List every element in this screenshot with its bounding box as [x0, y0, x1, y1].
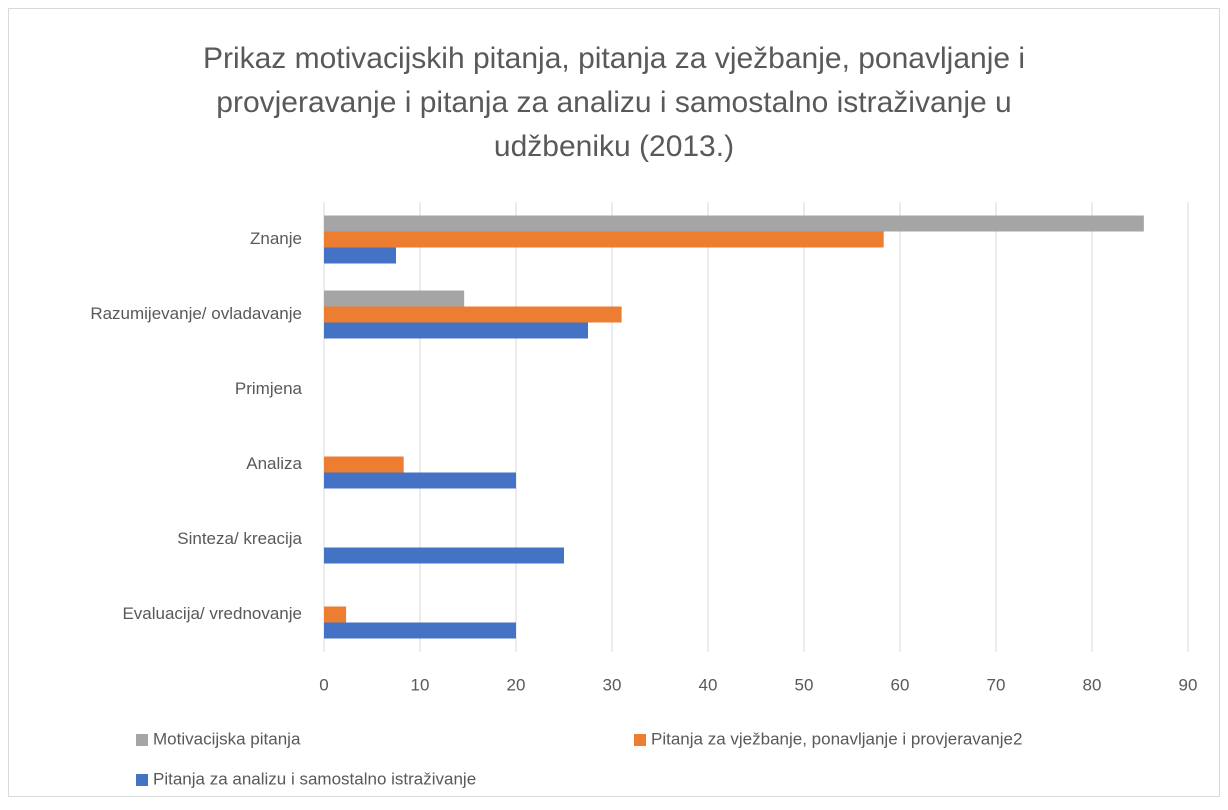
x-tick-label: 60	[891, 675, 910, 694]
x-tick-label: 20	[507, 675, 526, 694]
bar	[324, 456, 404, 473]
chart-title: udžbeniku (2013.)	[494, 130, 734, 163]
y-tick-label: Primjena	[235, 379, 303, 398]
bar	[324, 622, 516, 639]
bar	[324, 472, 516, 489]
legend-swatch	[136, 734, 148, 746]
legend-label: Pitanja za vježbanje, ponavljanje i prov…	[651, 729, 1022, 748]
bar	[324, 306, 622, 323]
x-tick-label: 30	[603, 675, 622, 694]
legend-swatch	[634, 734, 646, 746]
x-tick-label: 10	[411, 675, 430, 694]
chart-title: provjeravanje i pitanja za analizu i sam…	[216, 86, 1011, 119]
x-tick-label: 50	[795, 675, 814, 694]
bar	[324, 290, 465, 307]
legend-label: Pitanja za analizu i samostalno istraživ…	[153, 769, 476, 788]
y-tick-label: Evaluacija/ vrednovanje	[122, 604, 302, 623]
chart-title: Prikaz motivacijskih pitanja, pitanja za…	[203, 42, 1025, 75]
x-tick-label: 90	[1179, 675, 1198, 694]
bar	[324, 215, 1144, 232]
x-tick-label: 0	[319, 675, 328, 694]
x-tick-label: 80	[1083, 675, 1102, 694]
bar	[324, 322, 588, 339]
y-tick-label: Razumijevanje/ ovladavanje	[90, 304, 302, 323]
x-tick-label: 70	[987, 675, 1006, 694]
legend-swatch	[136, 774, 148, 786]
bar	[324, 606, 347, 623]
y-tick-label: Sinteza/ kreacija	[177, 529, 302, 548]
y-tick-label: Analiza	[246, 454, 302, 473]
bar	[324, 247, 396, 264]
legend-label: Motivacijska pitanja	[153, 729, 301, 748]
bar	[324, 547, 564, 564]
chart-border	[8, 8, 1220, 797]
x-tick-label: 40	[699, 675, 718, 694]
bar	[324, 231, 884, 248]
y-tick-label: Znanje	[250, 229, 302, 248]
